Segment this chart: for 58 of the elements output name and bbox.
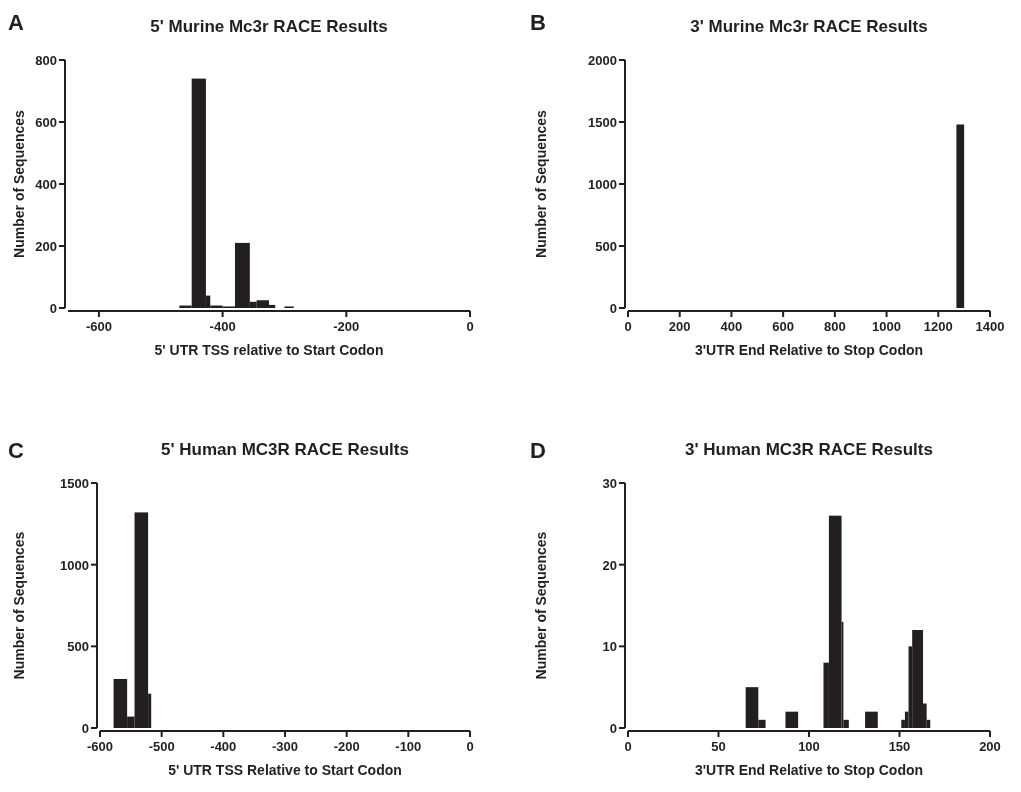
y-tick-label: 20 — [602, 557, 617, 573]
x-tick-label: -600 — [86, 739, 114, 754]
text: B — [530, 10, 546, 35]
y-tick-label: 2000 — [588, 53, 617, 68]
y-tick-label: 1500 — [588, 115, 617, 130]
y-tick-label: 500 — [67, 639, 89, 655]
x-tick-label: 600 — [772, 319, 794, 334]
x-tick-label: 150 — [888, 739, 911, 754]
y-tick-label: 1000 — [588, 177, 617, 192]
chart-title: 5' Murine Mc3r RACE Results — [150, 17, 388, 36]
y-axis-title: Number of Sequences — [533, 531, 549, 680]
x-tick-label: 400 — [720, 319, 743, 334]
y-tick-label: 0 — [81, 721, 89, 736]
y-tick-label: 200 — [35, 239, 57, 254]
x-tick-label: -200 — [333, 739, 360, 754]
x-axis-title: 5' UTR TSS relative to Start Codon — [154, 342, 384, 358]
x-tick-label: -200 — [333, 319, 360, 334]
x-tick-label: 200 — [668, 319, 691, 334]
x-tick-label: 1000 — [872, 319, 902, 334]
text: A — [8, 10, 24, 35]
y-tick-label: 30 — [602, 476, 617, 491]
x-tick-label: 0 — [466, 739, 474, 754]
y-tick-label: 800 — [35, 53, 57, 68]
chart-title: 5' Human MC3R RACE Results — [161, 440, 409, 459]
x-tick-label: 800 — [824, 319, 846, 334]
x-tick-label: 200 — [979, 739, 1001, 754]
x-tick-label: -500 — [148, 739, 175, 754]
y-tick-label: 0 — [609, 301, 617, 316]
chart-title: 3' Murine Mc3r RACE Results — [690, 17, 928, 36]
text: C — [8, 438, 24, 463]
x-tick-label: 50 — [711, 739, 726, 754]
chart-title: 3' Human MC3R RACE Results — [685, 440, 933, 459]
text: D — [530, 438, 546, 463]
y-tick-label: 1500 — [60, 476, 89, 491]
y-tick-label: 400 — [35, 177, 57, 192]
x-tick-label: -100 — [395, 739, 422, 754]
y-tick-label: 1000 — [60, 557, 89, 573]
x-axis-title: 3'UTR End Relative to Stop Codon — [694, 342, 924, 358]
y-axis-title: Number of Sequences — [11, 531, 27, 680]
x-axis-title: 5' UTR TSS Relative to Start Codon — [168, 762, 402, 778]
y-axis-title: Number of Sequences — [533, 109, 549, 258]
x-tick-label: -300 — [271, 739, 299, 754]
x-tick-label: -400 — [210, 739, 237, 754]
x-tick-label: 0 — [624, 319, 632, 334]
x-tick-label: 100 — [798, 739, 820, 754]
x-tick-label: 1200 — [923, 319, 953, 334]
y-tick-label: 600 — [35, 115, 57, 130]
x-tick-label: 1400 — [975, 319, 1005, 334]
x-tick-label: -600 — [85, 319, 112, 334]
x-axis-title: 3'UTR End Relative to Stop Codon — [694, 762, 924, 778]
x-tick-label: 0 — [624, 739, 632, 754]
y-tick-label: 10 — [602, 639, 617, 655]
y-tick-label: 0 — [49, 301, 57, 316]
y-tick-label: 0 — [609, 721, 617, 736]
y-tick-label: 500 — [595, 239, 617, 254]
y-axis-title: Number of Sequences — [11, 109, 27, 258]
x-tick-label: -400 — [209, 319, 236, 334]
x-tick-label: 0 — [466, 319, 474, 334]
